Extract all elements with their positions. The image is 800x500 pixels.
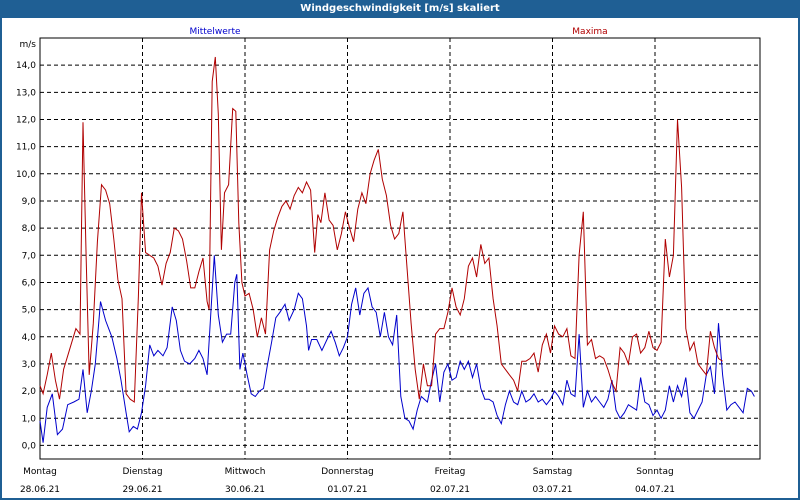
y-tick-label: 11,0 xyxy=(16,143,36,153)
y-axis-unit: m/s xyxy=(20,40,37,50)
y-tick-label: 3,0 xyxy=(22,360,37,370)
x-tick-day: Mittwoch xyxy=(225,467,266,477)
y-tick-label: 2,0 xyxy=(22,387,37,397)
x-tick-date: 30.06.21 xyxy=(225,485,265,495)
legend-maxima: Maxima xyxy=(572,27,607,37)
x-tick-date: 04.07.21 xyxy=(635,485,675,495)
x-tick-date: 03.07.21 xyxy=(532,485,572,495)
y-tick-label: 7,0 xyxy=(22,251,37,261)
x-tick-day: Montag xyxy=(23,467,57,477)
y-tick-label: 6,0 xyxy=(22,278,37,288)
chart-area: 0,0 1,0 2,0 3,0 4,0 5,0 6,0 7,0 8,0 9,0 10,0 11,0 12… xyxy=(2,18,798,498)
plot-frame xyxy=(39,37,761,460)
y-tick-label: 14,0 xyxy=(16,61,36,71)
series-line-maxima xyxy=(39,56,723,403)
x-tick-date: 02.07.21 xyxy=(430,485,470,495)
x-tick-date: 28.06.21 xyxy=(20,485,60,495)
y-tick-label: 9,0 xyxy=(22,197,37,207)
y-tick-label: 13,0 xyxy=(16,88,36,98)
y-tick-label: 5,0 xyxy=(22,306,37,316)
x-tick-day: Dienstag xyxy=(122,467,162,477)
y-tick-label: 10,0 xyxy=(16,170,36,180)
legend-mittelwerte: Mittelwerte xyxy=(189,27,240,37)
x-tick-day: Samstag xyxy=(533,467,572,477)
y-tick-label: 12,0 xyxy=(16,115,36,125)
x-tick-day: Donnerstag xyxy=(321,467,374,477)
window-title: Windgeschwindigkeit [m/s] skaliert xyxy=(300,3,500,14)
wind-speed-chart: 0,0 1,0 2,0 3,0 4,0 5,0 6,0 7,0 8,0 9,0 10,0 11,0 12… xyxy=(16,27,761,495)
y-tick-label: 4,0 xyxy=(22,333,37,343)
x-tick-day: Sonntag xyxy=(636,467,673,477)
y-tick-label: 8,0 xyxy=(22,224,37,234)
y-tick-label: 1,0 xyxy=(22,414,37,424)
x-tick-date: 29.06.21 xyxy=(122,485,162,495)
x-tick-day: Freitag xyxy=(435,467,466,477)
y-tick-label: 0,0 xyxy=(22,441,37,451)
x-tick-date: 01.07.21 xyxy=(327,485,367,495)
series-line-mittelwerte xyxy=(39,255,755,443)
